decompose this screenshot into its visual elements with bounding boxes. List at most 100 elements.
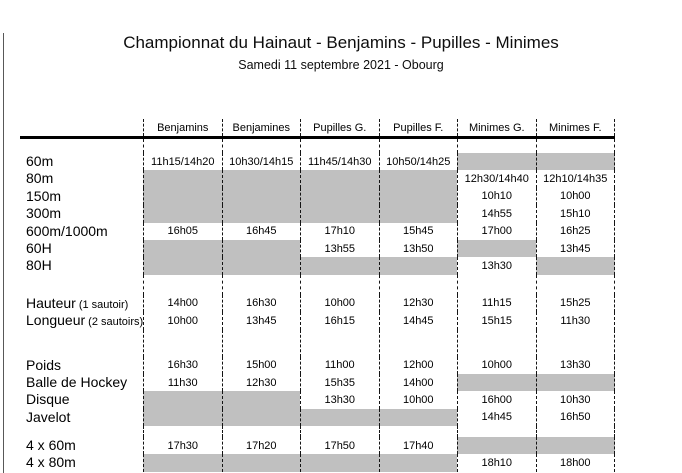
time-cell: 10h00 [300, 294, 379, 313]
unavailable-cell [535, 373, 615, 392]
unavailable-cell [378, 454, 457, 472]
spacer-cell [535, 329, 615, 357]
time-cell: 16h05 [143, 222, 222, 240]
spacer-cell [143, 426, 222, 438]
spacer-label-cell [20, 330, 143, 357]
time-cell: 11h30 [143, 373, 222, 392]
unavailable-cell [378, 408, 457, 427]
spacer-cell [378, 329, 458, 357]
unavailable-cell [143, 408, 222, 427]
event-row: 300m 14h55 15h10 [20, 205, 615, 223]
unavailable-cell [300, 205, 379, 223]
section-gap-row [20, 329, 615, 357]
unavailable-cell [221, 408, 300, 427]
spacer-cell [221, 274, 301, 295]
time-cell: 15h00 [221, 356, 301, 374]
event-row: 80m 12h30/14h40 12h10/14h35 [20, 170, 615, 188]
schedule-document: Championnat du Hainaut - Benjamins - Pup… [0, 33, 682, 473]
spacer-label-cell [20, 275, 143, 295]
page-subtitle: Samedi 11 septembre 2021 - Obourg [238, 58, 444, 72]
event-label-cell: 80m [20, 170, 143, 187]
unavailable-cell [143, 205, 222, 223]
unavailable-cell [143, 239, 222, 258]
event-label-note: (1 sautoir) [78, 298, 129, 311]
spacer-cell [378, 139, 458, 153]
event-row: Longueur (2 sautoirs) 10h00 13h45 16h15 14h45… [20, 312, 615, 330]
time-cell: 14h00 [143, 294, 222, 313]
spacer-cell [300, 274, 379, 295]
time-cell: 16h25 [535, 222, 615, 240]
time-cell: 14h00 [378, 373, 458, 392]
event-label-cell: Hauteur (1 sautoir) [20, 295, 143, 312]
time-cell: 11h30 [535, 312, 615, 330]
event-row: 600m/1000m 16h05 16h45 17h10 15h45 17h00 16h25 [20, 222, 615, 240]
event-label: 60H [26, 239, 52, 256]
unavailable-cell [221, 187, 300, 206]
column-header-cell: Pupilles G. [300, 119, 379, 136]
unavailable-cell [535, 257, 615, 275]
event-label: Javelot [26, 408, 71, 425]
time-cell: 14h55 [457, 205, 536, 223]
unavailable-cell [378, 170, 457, 188]
time-cell: 16h45 [221, 222, 301, 240]
time-cell: 10h00 [378, 391, 458, 409]
spacer-label-cell [20, 139, 143, 153]
time-cell: 11h15/14h20 [143, 153, 222, 171]
event-row: 150m 10h10 10h00 [20, 187, 615, 206]
event-row: Hauteur (1 sautoir) 14h00 16h30 10h00 12h30 11… [20, 294, 615, 313]
event-label: 600m/1000m [26, 222, 108, 239]
spacer-cell [143, 274, 222, 295]
event-label: 80m [26, 170, 54, 187]
header-gap-row [20, 139, 615, 153]
unavailable-cell [221, 170, 300, 188]
event-label-cell: 150m [20, 188, 143, 205]
time-cell: 14h45 [378, 312, 458, 330]
time-cell: 10h00 [143, 312, 222, 330]
unavailable-cell [535, 153, 615, 171]
event-label-cell: Poids [20, 357, 143, 374]
event-row: 4 x 60m 17h30 17h20 17h50 17h40 [20, 437, 615, 455]
spacer-cell [535, 139, 615, 153]
event-label: Poids [26, 356, 62, 373]
spacer-cell [143, 139, 222, 153]
time-cell: 13h45 [221, 312, 301, 330]
time-cell: 18h10 [457, 454, 536, 472]
time-cell: 14h45 [457, 408, 536, 427]
event-row: 60m 11h15/14h20 10h30/14h15 11h45/14h30 10h5… [20, 153, 615, 171]
event-row: 80H 13h30 [20, 257, 615, 275]
time-cell: 18h00 [535, 454, 615, 472]
event-row: 4 x 80m 18h10 18h00 [20, 454, 615, 472]
time-cell: 11h00 [300, 356, 379, 374]
event-label-cell: 600m/1000m [20, 223, 143, 240]
event-label-cell: 80H [20, 257, 143, 274]
event-label: 150m [26, 187, 62, 204]
section-gap-row [20, 426, 615, 438]
time-cell: 15h15 [457, 312, 536, 330]
spacer-cell [221, 139, 301, 153]
time-cell: 15h25 [535, 294, 615, 313]
unavailable-cell [378, 187, 457, 206]
time-cell: 16h30 [143, 356, 222, 374]
unavailable-cell [221, 205, 300, 223]
unavailable-cell [143, 391, 222, 409]
spacer-cell [457, 329, 536, 357]
time-cell: 15h45 [378, 222, 458, 240]
time-cell: 12h30 [378, 294, 458, 313]
spacer-cell [378, 426, 458, 438]
time-cell: 17h40 [378, 437, 458, 455]
time-cell: 13h30 [457, 257, 536, 275]
spacer-cell [457, 139, 536, 153]
spacer-cell [457, 426, 536, 438]
event-row: Balle de Hockey 11h30 12h30 15h35 14h00 [20, 373, 615, 392]
spacer-cell [457, 274, 536, 295]
unavailable-cell [457, 239, 536, 258]
event-label-cell: Balle de Hockey [20, 374, 143, 391]
spacer-cell [535, 426, 615, 438]
event-row: Javelot 14h45 16h50 [20, 408, 615, 427]
spacer-cell [221, 426, 301, 438]
event-label: Hauteur [26, 294, 76, 311]
unavailable-cell [457, 153, 536, 171]
page-title: Championnat du Hainaut - Benjamins - Pup… [123, 33, 559, 52]
spacer-label-cell [20, 426, 143, 437]
time-cell: 10h30 [535, 391, 615, 409]
